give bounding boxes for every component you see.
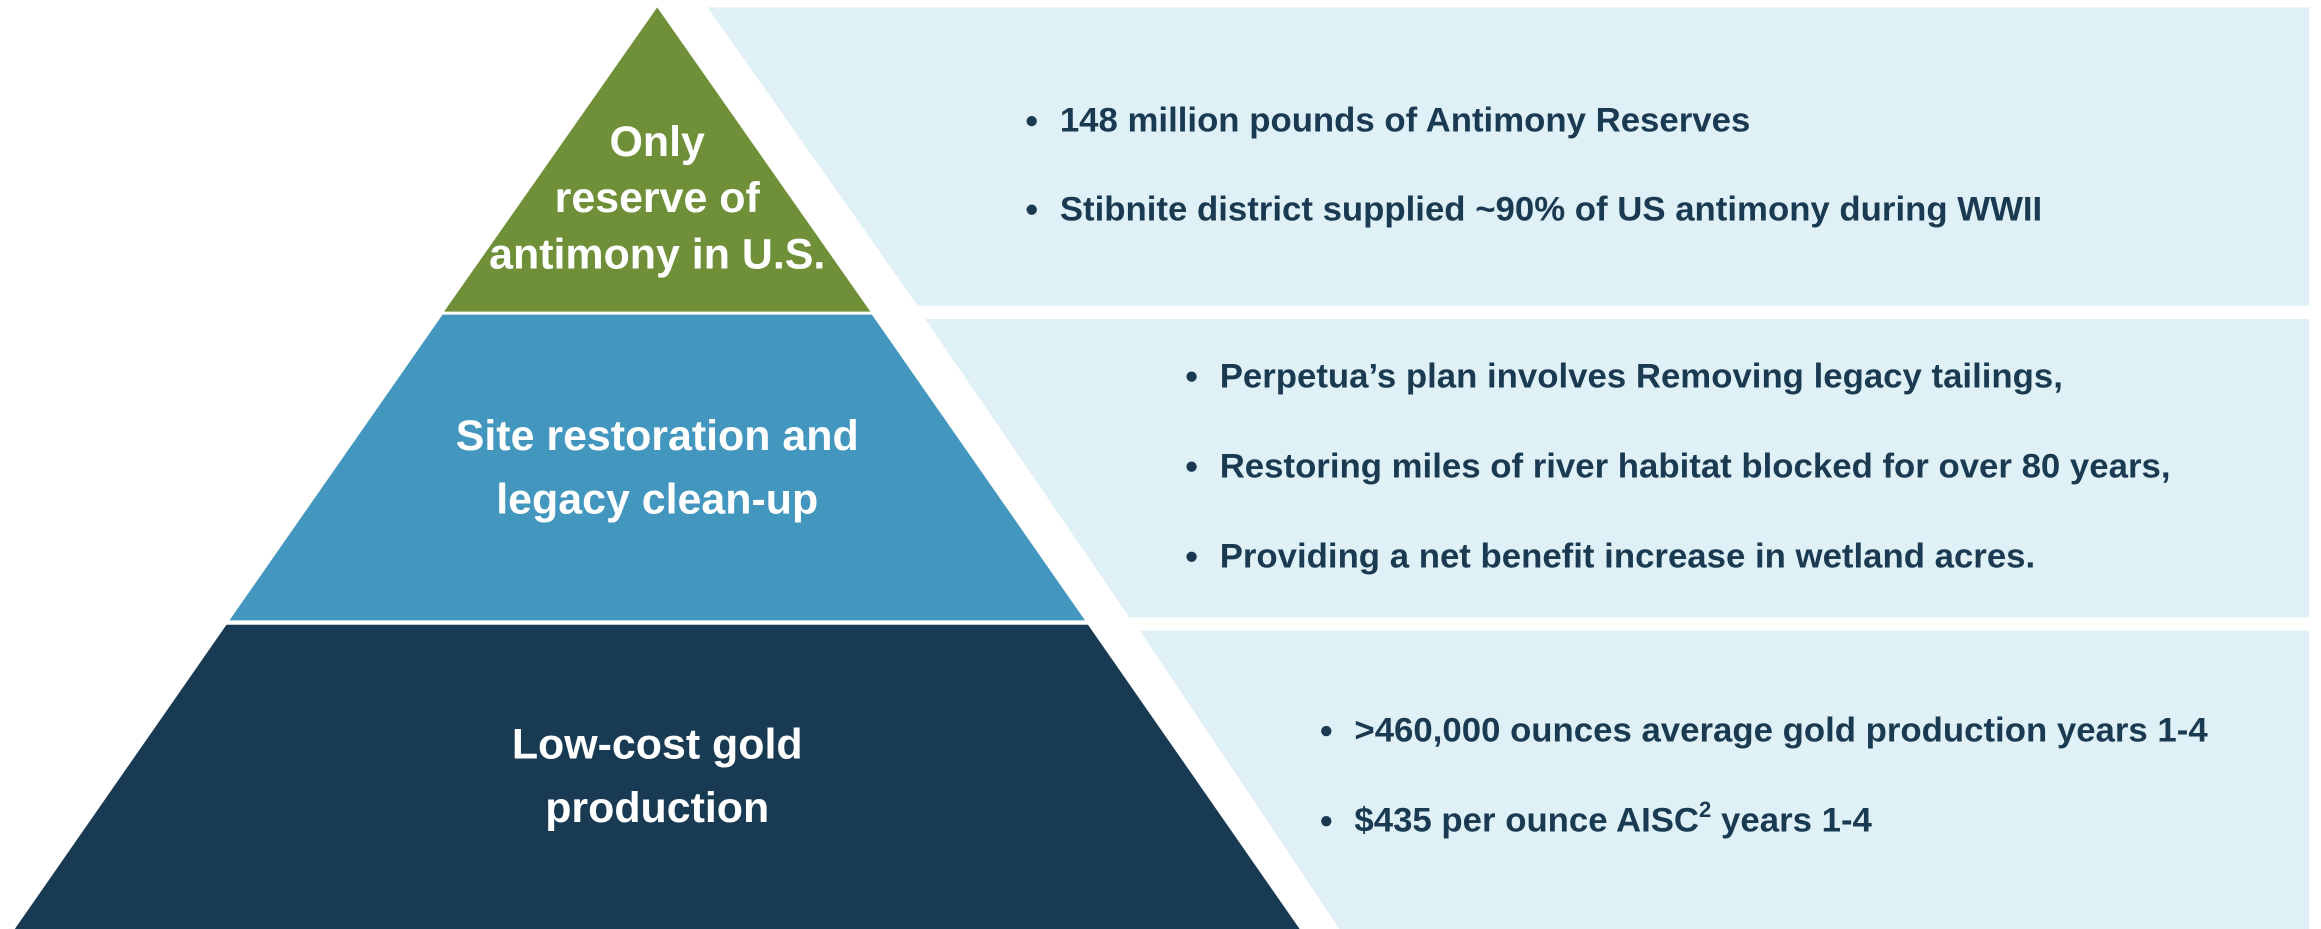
tier-top xyxy=(444,7,871,312)
bullet-dot xyxy=(1186,551,1197,562)
bullet-dot xyxy=(1186,371,1197,382)
tier-label: reserve of xyxy=(555,174,761,222)
bullet: Providing a net benefit increase in wetl… xyxy=(1220,537,2035,575)
superscript: 2 xyxy=(1699,797,1711,822)
tier-middle xyxy=(229,314,1086,621)
bullets: 148 million pounds of Antimony Reserves … xyxy=(1026,102,2208,840)
tier-label: production xyxy=(545,784,769,832)
panel xyxy=(707,7,2310,306)
bullet: Perpetua’s plan involves Removing legacy… xyxy=(1220,357,2063,395)
bullet: Restoring miles of river habitat blocked… xyxy=(1220,447,2171,485)
tier-label: Site restoration and xyxy=(456,412,859,460)
tier-label: Low-cost gold xyxy=(512,721,803,769)
panel xyxy=(1139,630,2310,929)
tier-label: Only xyxy=(610,118,706,166)
tier-label: legacy clean-up xyxy=(496,476,818,524)
tier-bottom xyxy=(14,624,1300,929)
panel xyxy=(925,319,2310,618)
bullet-dot xyxy=(1321,816,1332,827)
bullet-dot xyxy=(1026,204,1037,215)
bullet: $435 per ounce AISC2 years 1-4 xyxy=(1354,797,1872,840)
bullet-text: $435 per ounce AISC xyxy=(1354,802,1699,840)
bullet-dot xyxy=(1321,725,1332,737)
bullet: Stibnite district supplied ~90% of US an… xyxy=(1060,190,2042,228)
bullet-text: years 1-4 xyxy=(1711,802,1872,840)
bullet-dot xyxy=(1026,115,1037,127)
bullet: >460,000 ounces average gold production … xyxy=(1354,712,2208,750)
bullet: 148 million pounds of Antimony Reserves xyxy=(1060,102,1750,140)
bullet-dot xyxy=(1186,461,1197,472)
tier-label: antimony in U.S. xyxy=(489,230,825,278)
